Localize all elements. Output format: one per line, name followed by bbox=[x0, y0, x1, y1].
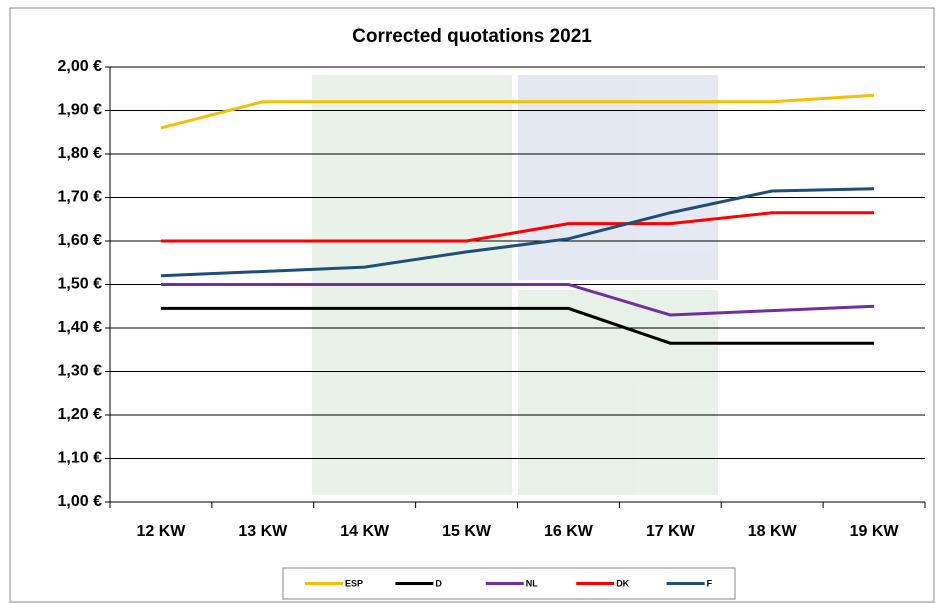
chart: Corrected quotations 2021 1,00 € 1,10 € 1,… bbox=[0, 0, 944, 603]
y-tick-label: 1,80 € bbox=[58, 145, 103, 162]
x-tick-label: 19 KW bbox=[850, 523, 900, 540]
legend-label: D bbox=[435, 578, 442, 588]
x-tick-label: 12 KW bbox=[136, 523, 186, 540]
x-tick-label: 15 KW bbox=[442, 523, 492, 540]
legend-label: DK bbox=[616, 578, 629, 588]
y-tick-label: 1,00 € bbox=[58, 493, 103, 510]
x-tick-label: 17 KW bbox=[646, 523, 696, 540]
y-tick-label: 1,30 € bbox=[58, 363, 103, 380]
y-tick-label: 2,00 € bbox=[58, 58, 103, 75]
y-tick-label: 1,70 € bbox=[58, 189, 103, 206]
y-tick-label: 1,50 € bbox=[58, 276, 103, 293]
y-tick-label: 1,20 € bbox=[58, 406, 103, 423]
y-tick-label: 1,10 € bbox=[58, 450, 103, 467]
y-tick-label: 1,40 € bbox=[58, 319, 103, 336]
x-tick-label: 16 KW bbox=[544, 523, 594, 540]
y-tick-label: 1,90 € bbox=[58, 102, 103, 119]
y-tick-label: 1,60 € bbox=[58, 232, 103, 249]
x-tick-label: 14 KW bbox=[340, 523, 390, 540]
x-tick-label: 18 KW bbox=[748, 523, 798, 540]
chart-title: Corrected quotations 2021 bbox=[352, 26, 592, 47]
legend-label: ESP bbox=[345, 578, 363, 588]
legend-label: F bbox=[707, 578, 713, 588]
x-tick-label: 13 KW bbox=[238, 523, 288, 540]
legend-label: NL bbox=[526, 578, 538, 588]
